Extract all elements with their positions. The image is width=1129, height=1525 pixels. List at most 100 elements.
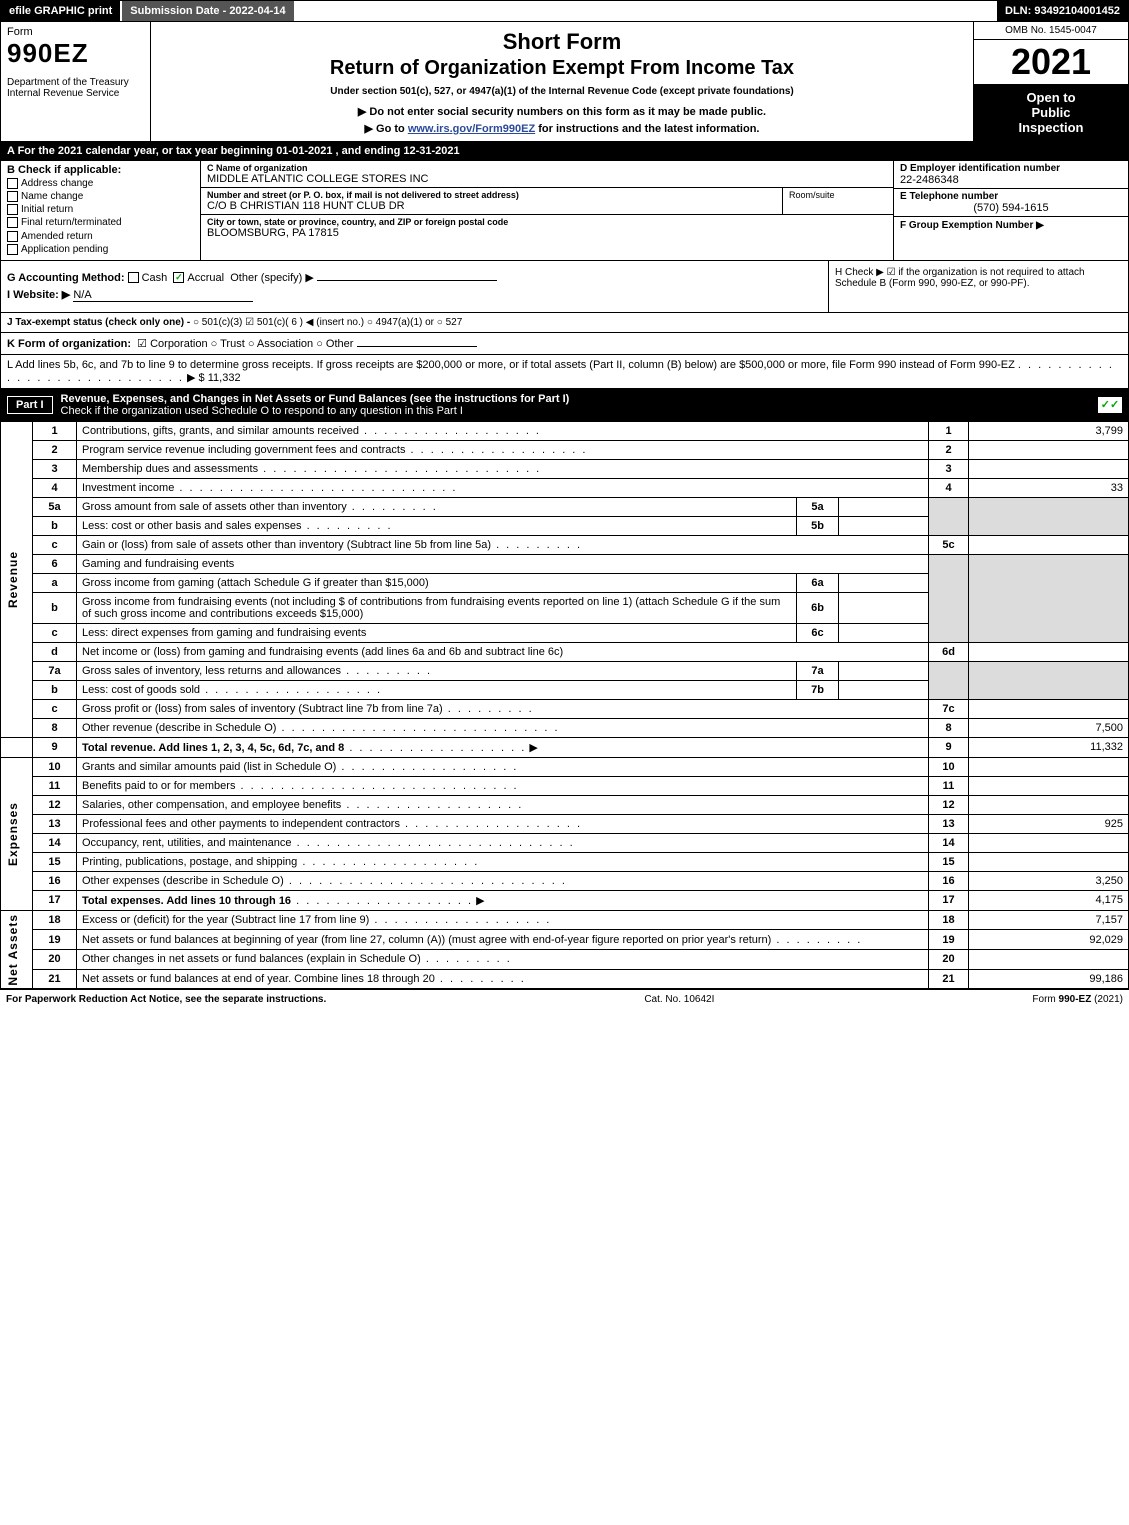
telephone: (570) 594-1615 [900, 202, 1122, 214]
footer-right: Form 990-EZ (2021) [1032, 994, 1123, 1005]
table-row: 8 Other revenue (describe in Schedule O)… [1, 718, 1129, 737]
f-cell: F Group Exemption Number ▶ [894, 217, 1128, 233]
goto-post: for instructions and the latest informat… [535, 123, 759, 135]
short-form-title: Short Form [503, 29, 622, 55]
table-row: 15 Printing, publications, postage, and … [1, 852, 1129, 871]
j-label: J Tax-exempt status (check only one) - [7, 317, 193, 328]
header-left: Form 990EZ Department of the Treasury In… [1, 22, 151, 141]
org-name-cell: C Name of organization MIDDLE ATLANTIC C… [201, 161, 893, 188]
table-row: 16 Other expenses (describe in Schedule … [1, 871, 1129, 890]
k-label: K Form of organization: [7, 338, 131, 350]
table-row: Expenses 10 Grants and similar amounts p… [1, 757, 1129, 776]
table-row: c Gain or (loss) from sale of assets oth… [1, 535, 1129, 554]
check-application-pending[interactable]: Application pending [7, 244, 194, 255]
k-options: ☑ Corporation ○ Trust ○ Association ○ Ot… [137, 338, 353, 350]
l-text: L Add lines 5b, 6c, and 7b to line 9 to … [7, 359, 1015, 371]
table-row: 6 Gaming and fundraising events [1, 554, 1129, 573]
header-center: Short Form Return of Organization Exempt… [151, 22, 973, 141]
f-label: F Group Exemption Number ▶ [900, 220, 1044, 231]
goto-pre: ▶ Go to [365, 123, 408, 135]
city-state-zip: BLOOMSBURG, PA 17815 [207, 227, 887, 239]
i-line: I Website: ▶ N/A [7, 288, 822, 302]
open-to-public: Open to Public Inspection [974, 84, 1128, 141]
block-b-to-f: B Check if applicable: Address change Na… [0, 161, 1129, 261]
line-amount: 3,799 [969, 421, 1129, 440]
b-label: B Check if applicable: [7, 164, 194, 176]
k-other-input[interactable] [357, 346, 477, 347]
footer-left: For Paperwork Reduction Act Notice, see … [6, 994, 326, 1005]
form-word: Form [7, 26, 144, 38]
d-label: D Employer identification number [900, 163, 1122, 174]
l-arrow: ▶ $ [187, 372, 205, 384]
check-amended-return[interactable]: Amended return [7, 231, 194, 242]
table-row: d Net income or (loss) from gaming and f… [1, 642, 1129, 661]
checkbox-icon [7, 231, 18, 242]
check-initial-return[interactable]: Initial return [7, 204, 194, 215]
schedule-o-checkbox[interactable]: ✓ [1098, 397, 1122, 413]
ssn-warning: ▶ Do not enter social security numbers o… [358, 105, 766, 118]
table-row: 19 Net assets or fund balances at beginn… [1, 930, 1129, 950]
expenses-side-label: Expenses [1, 757, 33, 910]
page-footer: For Paperwork Reduction Act Notice, see … [0, 989, 1129, 1009]
org-name: MIDDLE ATLANTIC COLLEGE STORES INC [207, 173, 887, 185]
table-row: c Gross profit or (loss) from sales of i… [1, 699, 1129, 718]
checkbox-icon [7, 244, 18, 255]
table-row: 13 Professional fees and other payments … [1, 814, 1129, 833]
table-row: 3 Membership dues and assessments 3 [1, 459, 1129, 478]
department-label: Department of the Treasury Internal Reve… [7, 77, 144, 99]
checkbox-icon [7, 217, 18, 228]
part-i-title: Revenue, Expenses, and Changes in Net As… [61, 393, 1098, 405]
l-row: L Add lines 5b, 6c, and 7b to line 9 to … [0, 355, 1129, 389]
table-row: 9 Total revenue. Add lines 1, 2, 3, 4, 5… [1, 737, 1129, 757]
line-ref: 1 [929, 421, 969, 440]
table-row: Net Assets 18 Excess or (deficit) for th… [1, 910, 1129, 930]
e-cell: E Telephone number (570) 594-1615 [894, 189, 1128, 217]
cash-checkbox[interactable] [128, 272, 139, 283]
sections-d-e-f: D Employer identification number 22-2486… [893, 161, 1128, 260]
c-name-label: C Name of organization [207, 163, 887, 173]
room-cell: Room/suite [783, 188, 893, 214]
j-row: J Tax-exempt status (check only one) - ○… [0, 313, 1129, 333]
table-row: 14 Occupancy, rent, utilities, and maint… [1, 833, 1129, 852]
g-line: G Accounting Method: Cash Accrual Other … [7, 271, 822, 284]
line-desc: Contributions, gifts, grants, and simila… [77, 421, 929, 440]
addr-label: Number and street (or P. O. box, if mail… [207, 190, 776, 200]
footer-center: Cat. No. 10642I [326, 994, 1032, 1005]
ein: 22-2486348 [900, 174, 1122, 186]
j-options: ○ 501(c)(3) ☑ 501(c)( 6 ) ◀ (insert no.)… [193, 317, 462, 328]
table-row: 20 Other changes in net assets or fund b… [1, 950, 1129, 970]
checkbox-icon [7, 178, 18, 189]
website-value: N/A [73, 289, 253, 302]
h-block: H Check ▶ ☑ if the organization is not r… [828, 261, 1128, 312]
line-num: 1 [33, 421, 77, 440]
checkbox-icon [7, 204, 18, 215]
table-row: 5a Gross amount from sale of assets othe… [1, 497, 1129, 516]
efile-print-label: efile GRAPHIC print [1, 1, 120, 21]
tax-year: 2021 [974, 40, 1128, 84]
form-header: Form 990EZ Department of the Treasury In… [0, 22, 1129, 142]
check-final-return[interactable]: Final return/terminated [7, 217, 194, 228]
section-c: C Name of organization MIDDLE ATLANTIC C… [201, 161, 893, 260]
goto-link-line: ▶ Go to www.irs.gov/Form990EZ for instru… [365, 122, 760, 135]
g-label: G Accounting Method: [7, 272, 125, 284]
e-label: E Telephone number [900, 191, 1122, 202]
k-row: K Form of organization: ☑ Corporation ○ … [0, 333, 1129, 355]
form-number: 990EZ [7, 38, 144, 69]
revenue-side-label: Revenue [1, 421, 33, 737]
under-section: Under section 501(c), 527, or 4947(a)(1)… [330, 86, 793, 97]
h-text: H Check ▶ ☑ if the organization is not r… [835, 267, 1085, 289]
accrual-checkbox[interactable] [173, 272, 184, 283]
g-h-i-block: G Accounting Method: Cash Accrual Other … [0, 261, 1129, 313]
l-value: 11,332 [208, 372, 241, 384]
g-i-left: G Accounting Method: Cash Accrual Other … [1, 261, 828, 312]
other-specify-input[interactable] [317, 280, 497, 281]
irs-link[interactable]: www.irs.gov/Form990EZ [408, 123, 535, 135]
netassets-side-label: Net Assets [1, 910, 33, 989]
form-title: Return of Organization Exempt From Incom… [330, 57, 794, 80]
header-right: OMB No. 1545-0047 2021 Open to Public In… [973, 22, 1128, 141]
submission-date: Submission Date - 2022-04-14 [120, 1, 295, 21]
d-cell: D Employer identification number 22-2486… [894, 161, 1128, 189]
address: C/O B CHRISTIAN 118 HUNT CLUB DR [207, 200, 776, 212]
check-address-change[interactable]: Address change [7, 178, 194, 189]
check-name-change[interactable]: Name change [7, 191, 194, 202]
